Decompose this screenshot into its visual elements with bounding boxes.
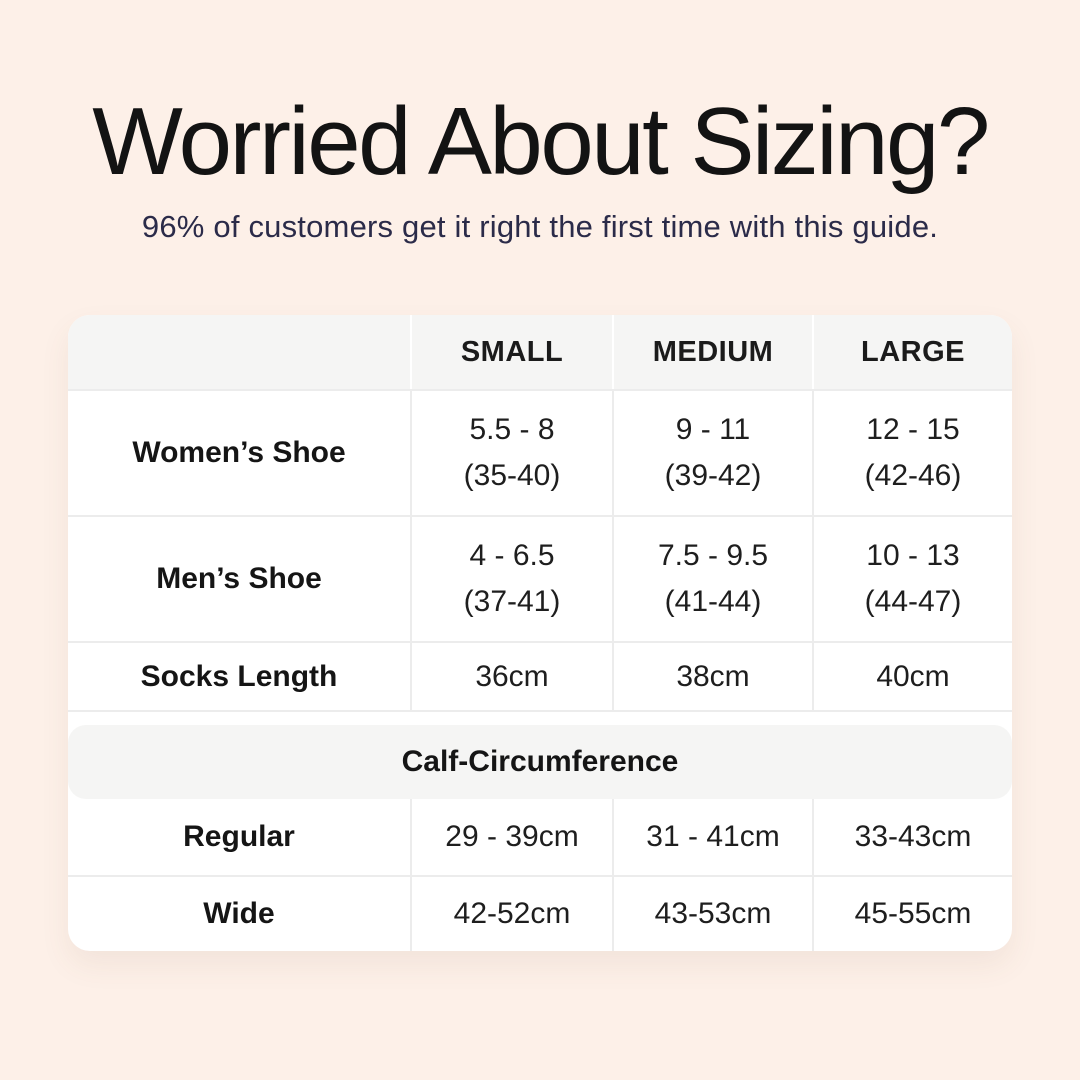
header-cell-medium: MEDIUM (612, 315, 812, 389)
size-eu: (35-40) (463, 459, 561, 492)
page-subtitle: 96% of customers get it right the first … (141, 208, 939, 244)
table-header-row: SMALL MEDIUM LARGE (68, 315, 1012, 391)
header-cell-large: LARGE (812, 315, 1012, 389)
table-cell: 40cm (812, 643, 1012, 710)
size-us: 4 - 6.5 (469, 539, 555, 572)
size-us: 5.5 - 8 (469, 413, 555, 446)
table-cell: 29 - 39cm (410, 799, 612, 875)
table-cell: 9 - 11 (39-42) (612, 391, 812, 515)
header-cell-empty (68, 315, 410, 389)
size-eu: (39-42) (664, 459, 762, 492)
page-title: Worried About Sizing? (92, 88, 990, 195)
table-cell: 45-55cm (812, 877, 1012, 951)
size-eu: (41-44) (664, 585, 762, 618)
table-cell: 43-53cm (612, 877, 812, 951)
size-us: 10 - 13 (866, 539, 960, 572)
size-eu: (37-41) (463, 585, 561, 618)
table-cell: 4 - 6.5 (37-41) (410, 517, 612, 641)
table-cell: 12 - 15 (42-46) (812, 391, 1012, 515)
size-us: 9 - 11 (675, 413, 751, 446)
table-cell: 33-43cm (812, 799, 1012, 875)
header-cell-small: SMALL (410, 315, 612, 389)
row-label: Socks Length (140, 659, 338, 693)
row-label: Regular (183, 820, 295, 853)
row-label: Men’s Shoe (156, 562, 322, 595)
table-cell: 36cm (410, 643, 612, 710)
section-header-calf-circumference: Calf-Circumference (68, 725, 1012, 799)
table-row-mens-shoe: Men’s Shoe 4 - 6.5 (37-41) 7.5 - 9.5 (41… (68, 517, 1012, 643)
table-row-womens-shoe: Women’s Shoe 5.5 - 8 (35-40) 9 - 11 (39-… (68, 391, 1012, 517)
row-label: Wide (203, 897, 275, 930)
table-row-wide: Wide 42-52cm 43-53cm 45-55cm (68, 877, 1012, 951)
table-cell: 31 - 41cm (612, 799, 812, 875)
table-row-regular: Regular 29 - 39cm 31 - 41cm 33-43cm (68, 799, 1012, 877)
hero-section: Worried About Sizing? 96% of customers g… (0, 0, 1080, 245)
row-label: Women’s Shoe (132, 436, 346, 469)
table-cell: 42-52cm (410, 877, 612, 951)
size-guide-table: SMALL MEDIUM LARGE Women’s Shoe 5.5 - 8 … (68, 315, 1012, 951)
table-row-socks-length: Socks Length 36cm 38cm 40cm (68, 643, 1012, 712)
table-cell: 10 - 13 (44-47) (812, 517, 1012, 641)
size-eu: (44-47) (864, 585, 962, 618)
size-eu: (42-46) (864, 459, 962, 492)
table-cell: 7.5 - 9.5 (41-44) (612, 517, 812, 641)
table-cell: 5.5 - 8 (35-40) (410, 391, 612, 515)
table-cell: 38cm (612, 643, 812, 710)
size-us: 12 - 15 (866, 413, 960, 446)
size-us: 7.5 - 9.5 (657, 539, 769, 572)
